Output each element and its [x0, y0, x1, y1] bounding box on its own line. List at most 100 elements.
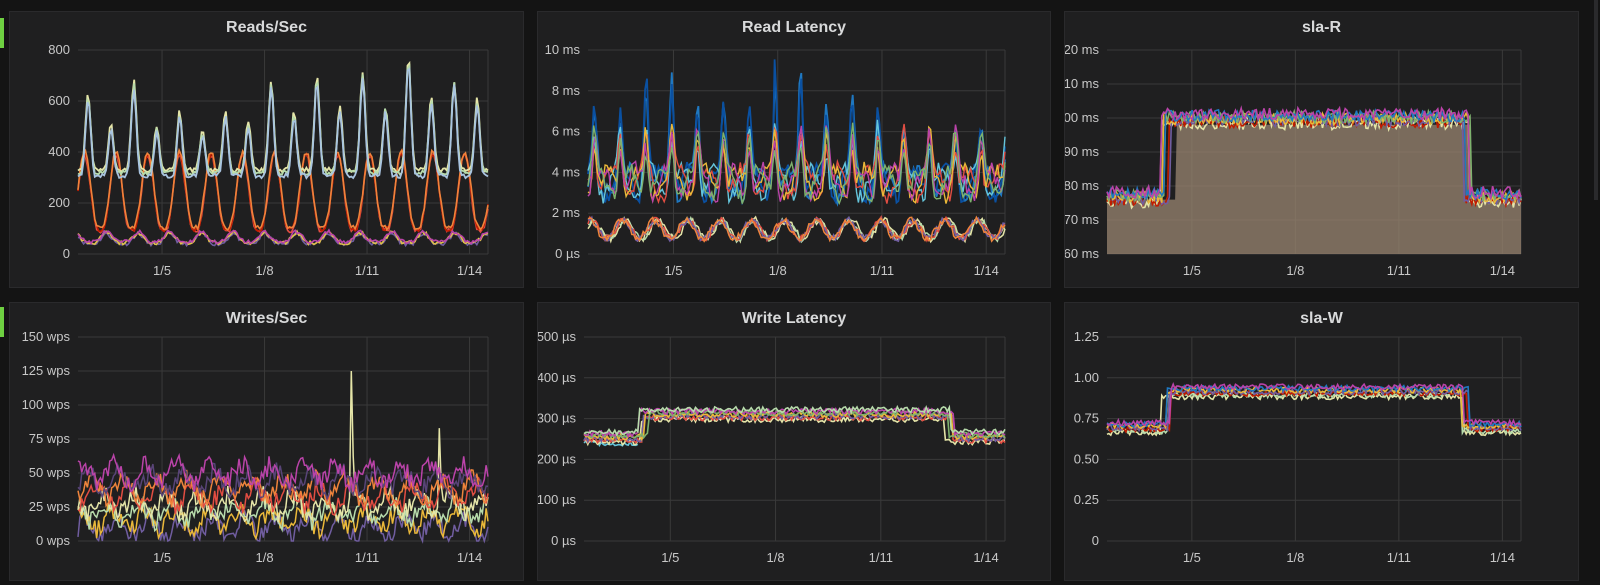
y-tick-label: 800 [48, 42, 70, 57]
series-line [77, 229, 489, 247]
y-tick-label: 0 [1092, 533, 1099, 548]
series-line [587, 123, 1006, 205]
x-tick-label: 1/8 [256, 263, 274, 278]
panel-read-latency[interactable]: Read Latency 10 ms 8 ms 6 ms 4 ms 2 ms 0 µs 1/… [537, 11, 1051, 288]
y-tick-label: 500 µs [538, 329, 576, 344]
y-tick-label: 4 ms [552, 164, 581, 179]
x-tick-label: 1/8 [1286, 263, 1304, 278]
y-tick-label: 0 wps [36, 533, 70, 548]
gridlines [1107, 336, 1522, 542]
y-tick-label: 1.00 ms [1065, 110, 1099, 125]
y-tick-label: 2 ms [552, 205, 581, 220]
series-group [77, 60, 489, 248]
series-line [1106, 105, 1522, 201]
series-line [587, 122, 1006, 205]
panel-reads-per-sec[interactable]: Reads/Sec 800 600 400 200 0 1/5 1/8 1/11 1/14 [9, 11, 524, 288]
x-tick-label: 1/11 [870, 263, 894, 278]
series-line [77, 475, 489, 516]
panel-title[interactable]: sla-W [1300, 310, 1343, 327]
y-tick-label: 0 µs [555, 246, 580, 261]
x-tick-label: 1/11 [355, 263, 379, 278]
y-tick-label: 50 wps [29, 465, 71, 480]
panel-title[interactable]: Write Latency [741, 310, 847, 327]
row-marker-2[interactable] [0, 307, 4, 337]
x-tick-label: 1/5 [153, 550, 171, 565]
y-tick-label: 0.80 ms [1065, 178, 1099, 193]
series-group [77, 370, 489, 544]
y-tick-label: 0 µs [551, 533, 576, 548]
series-line [587, 215, 1006, 243]
x-tick-label: 1/14 [1490, 550, 1515, 565]
chart-writes-per-sec: 150 wps 125 wps 100 wps 75 wps 50 wps 25 wps 0… [22, 329, 489, 565]
y-tick-label: 0.75 [1074, 411, 1099, 426]
series-line [77, 452, 489, 493]
scrollbar[interactable] [1594, 0, 1598, 200]
series-group [587, 59, 1006, 244]
y-tick-label: 300 µs [538, 411, 576, 426]
x-tick-label: 1/14 [457, 263, 482, 278]
x-tick-label: 1/8 [769, 263, 787, 278]
y-tick-label: 100 µs [538, 492, 576, 507]
series-line [583, 408, 1006, 440]
chart-reads-per-sec: 800 600 400 200 0 1/5 1/8 1/11 1/14 [48, 42, 489, 278]
x-tick-label: 1/5 [153, 263, 171, 278]
series-line [587, 124, 1006, 204]
x-tick-label: 1/11 [869, 550, 893, 565]
chart-sla-w: 1.25 1.00 0.75 0.50 0.25 0 1/5 1/8 1/11 1/14 [1074, 329, 1522, 565]
y-tick-label: 400 µs [538, 370, 576, 385]
y-tick-label: 25 wps [29, 499, 71, 514]
y-tick-label: 400 [48, 144, 70, 159]
x-tick-label: 1/5 [1183, 263, 1201, 278]
panel-sla-r[interactable]: sla-R 1.20 ms 1.10 ms 1.00 ms 0.90 ms 0.80 m… [1064, 11, 1579, 288]
series-group [1106, 105, 1522, 254]
y-tick-label: 6 ms [552, 124, 581, 139]
series-line [77, 492, 489, 533]
panel-title[interactable]: Writes/Sec [225, 310, 308, 327]
y-tick-label: 0 [63, 246, 70, 261]
series-line [77, 228, 489, 245]
x-tick-label: 1/5 [664, 263, 682, 278]
series-line [583, 404, 1006, 437]
y-tick-label: 1.25 [1074, 329, 1099, 344]
x-tick-label: 1/11 [1387, 263, 1411, 278]
y-tick-label: 600 [48, 93, 70, 108]
chart-sla-r: 1.20 ms 1.10 ms 1.00 ms 0.90 ms 0.80 ms 0.70 … [1065, 42, 1522, 278]
chart-write-latency: 500 µs 400 µs 300 µs 200 µs 100 µs 0 µs 1/5 1/8… [538, 329, 1006, 565]
panel-title[interactable]: Read Latency [741, 19, 847, 36]
y-tick-label: 0.50 [1074, 451, 1099, 466]
panel-writes-per-sec[interactable]: Writes/Sec 150 wps 125 wps 100 wps 75 wps 50… [9, 302, 524, 581]
x-tick-label: 1/5 [1183, 550, 1201, 565]
series-line [587, 119, 1006, 205]
panel-title[interactable]: Reads/Sec [226, 19, 307, 36]
y-tick-label: 10 ms [545, 42, 581, 57]
panel-title[interactable]: sla-R [1301, 19, 1342, 36]
x-tick-label: 1/14 [457, 550, 482, 565]
gridlines [584, 336, 1006, 542]
y-tick-label: 0.90 ms [1065, 144, 1099, 159]
y-tick-label: 0.70 ms [1065, 212, 1099, 227]
series-line [77, 147, 489, 232]
y-tick-label: 0.60 ms [1065, 246, 1099, 261]
y-tick-label: 1.00 [1074, 370, 1099, 385]
x-tick-label: 1/14 [974, 263, 999, 278]
panel-write-latency[interactable]: Write Latency 500 µs 400 µs 300 µs 200 µs 10… [537, 302, 1051, 581]
x-tick-label: 1/11 [355, 550, 379, 565]
y-tick-label: 75 wps [29, 431, 71, 446]
y-tick-label: 125 wps [22, 363, 71, 378]
x-tick-label: 1/8 [767, 550, 785, 565]
row-marker-1[interactable] [0, 18, 4, 48]
x-tick-label: 1/11 [1387, 550, 1411, 565]
y-tick-label: 8 ms [552, 83, 581, 98]
y-tick-label: 0.25 [1074, 492, 1099, 507]
y-tick-label: 1.10 ms [1065, 76, 1099, 91]
series-line [583, 410, 1006, 442]
chart-read-latency: 10 ms 8 ms 6 ms 4 ms 2 ms 0 µs 1/5 1/8 1/11 1/14 [545, 42, 1006, 278]
panel-sla-w[interactable]: sla-W 1.25 1.00 0.75 0.50 0.25 0 1/5 1/8 1/11 1/1… [1064, 302, 1579, 581]
series-line [77, 67, 489, 180]
x-tick-label: 1/5 [661, 550, 679, 565]
y-tick-label: 100 wps [22, 397, 71, 412]
y-tick-label: 200 µs [538, 451, 576, 466]
series-group [1106, 381, 1522, 437]
x-tick-label: 1/8 [256, 550, 274, 565]
